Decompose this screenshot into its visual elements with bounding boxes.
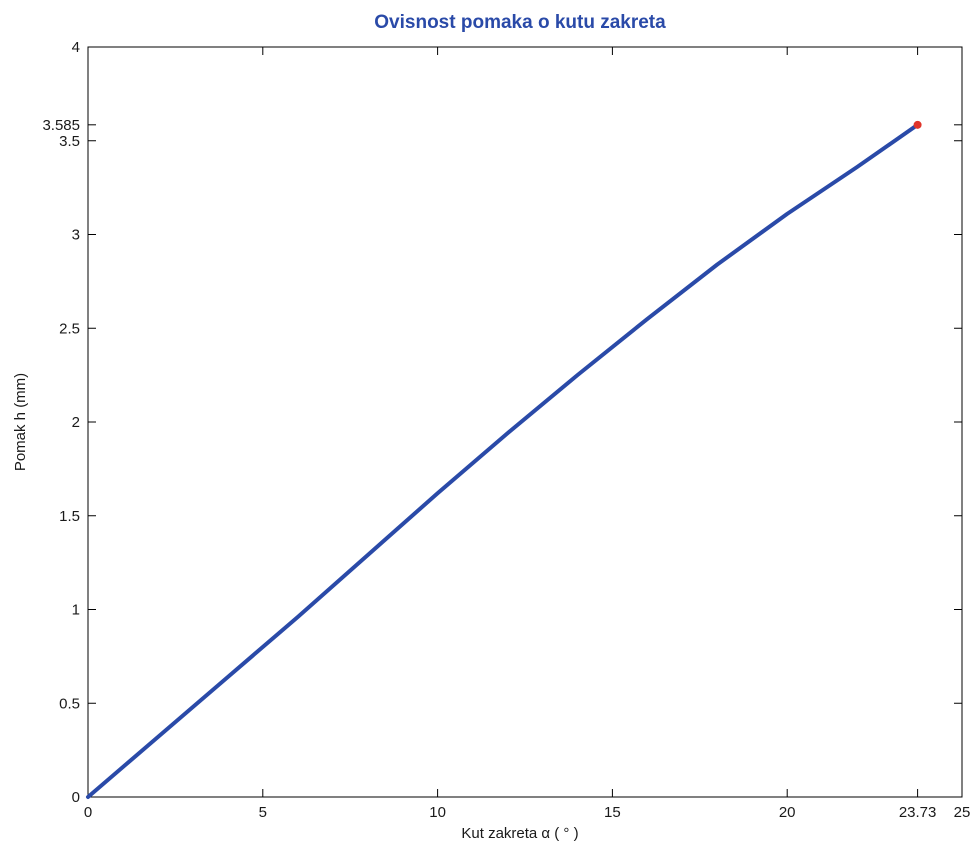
x-tick-label: 20 [779,804,796,821]
x-tick-label: 15 [604,804,621,821]
y-tick-label: 2 [72,414,80,431]
x-tick-label: 10 [429,804,446,821]
x-tick-label: 5 [259,804,267,821]
y-tick-label: 3 [72,227,80,244]
x-tick-label: 23.73 [899,804,937,821]
y-tick-label: 2.5 [59,320,80,337]
chart-title: Ovisnost pomaka o kutu zakreta [374,12,666,33]
y-tick-label: 3.585 [42,117,80,134]
x-axis: 0 5 10 15 20 23.73 25 [84,47,971,821]
x-tick-label: 0 [84,804,92,821]
y-axis: 0 0.5 1 1.5 2 2.5 3 3.53.585 4 [42,39,962,806]
y-tick-label: 0.5 [59,695,80,712]
y-tick-label: 1 [72,602,80,619]
y-tick-label: 4 [72,39,80,56]
y-tick-label: 1.5 [59,508,80,525]
y-axis-label: Pomak h (mm) [12,373,29,471]
y-tick-label: 3.5 [59,133,80,150]
series-line [86,122,920,799]
x-tick-label: 25 [954,804,971,821]
y-tick-label: 0 [72,789,80,806]
end-point-marker [913,120,922,129]
x-axis-label: Kut zakreta α ( ° ) [461,825,578,842]
